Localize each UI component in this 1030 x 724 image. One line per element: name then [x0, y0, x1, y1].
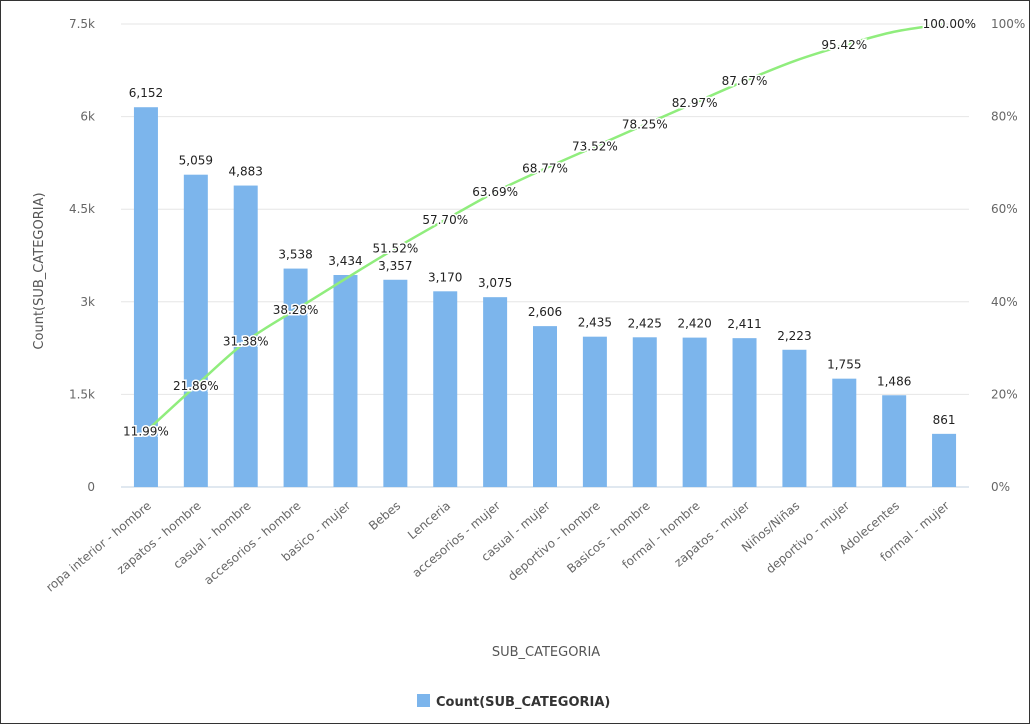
cumulative-value-label: 82.97%: [672, 96, 718, 110]
category-label: accesorios - mujer: [410, 499, 504, 581]
cumulative-value-label: 31.38%: [223, 335, 269, 349]
bar-value-label: 1,486: [877, 374, 911, 388]
y-tick-label: 4.5k: [69, 202, 95, 216]
y2-tick-label: 60%: [991, 202, 1018, 216]
y2-tick-label: 80%: [991, 110, 1018, 124]
cumulative-line: [145, 22, 945, 433]
cumulative-value-label: 11.99%: [123, 424, 169, 438]
bar: [882, 395, 907, 487]
cumulative-value-label: 38.28%: [273, 303, 319, 317]
legend[interactable]: Count(SUB_CATEGORIA): [417, 694, 610, 710]
category-label: accesorios - hombre: [201, 499, 303, 588]
legend-label: Count(SUB_CATEGORIA): [436, 695, 610, 710]
bars: [133, 107, 957, 488]
cumulative-value-label: 95.42%: [821, 38, 867, 52]
bar-value-label: 2,435: [578, 316, 612, 330]
cumulative-value-label: 21.86%: [173, 379, 219, 393]
bar-value-label: 3,434: [328, 254, 362, 268]
bar: [283, 268, 308, 487]
category-label: Basicos - hombre: [564, 499, 652, 576]
bar-value-label: 3,538: [278, 248, 312, 262]
cumulative-value-label: 68.77%: [522, 162, 568, 176]
bar-value-label: 6,152: [129, 86, 163, 100]
category-label: deportivo - hombre: [505, 499, 603, 584]
bar-value-label: 2,411: [727, 317, 761, 331]
bar: [533, 326, 557, 487]
y-tick-label: 0: [87, 480, 95, 494]
cumulative-value-label: 63.69%: [472, 185, 518, 199]
bar: [483, 297, 508, 487]
y-tick-label: 6k: [80, 110, 95, 124]
y2-tick-label: 0%: [991, 480, 1010, 494]
legend-swatch: [417, 694, 430, 707]
bar: [832, 378, 857, 487]
bar: [932, 433, 957, 487]
bar: [582, 336, 607, 487]
bar: [732, 338, 757, 487]
left-axis-ticks: 0 1.5k 3k 4.5k 6k 7.5k: [69, 17, 95, 494]
bar: [233, 185, 258, 487]
y-tick-label: 7.5k: [69, 17, 95, 31]
y-tick-label: 1.5k: [69, 387, 95, 401]
cumulative-value-label: 51.52%: [372, 241, 418, 255]
category-label: Bebes: [366, 499, 403, 533]
cumulative-value-label: 100.00%: [923, 17, 976, 31]
bar-data-labels: 6,152 5,059 4,883 3,538 3,434 3,357 3,170 3,075…: [129, 86, 956, 427]
right-axis-ticks: 0% 20% 40% 60% 80% 100%: [991, 17, 1025, 494]
y2-tick-label: 100%: [991, 17, 1025, 31]
cumulative-value-label: 78.25%: [622, 118, 668, 132]
bar-value-label: 2,606: [528, 305, 562, 319]
y-tick-label: 3k: [80, 295, 95, 309]
bar-value-label: 4,883: [229, 165, 263, 179]
bar-value-label: 3,357: [378, 259, 412, 273]
category-label: deportivo - mujer: [763, 499, 852, 577]
bar-value-label: 1,755: [827, 358, 861, 372]
bar: [632, 337, 657, 487]
cumulative-value-label: 57.70%: [422, 213, 468, 227]
category-label: Lenceria: [405, 499, 453, 543]
cumulative-value-label: 73.52%: [572, 140, 618, 154]
bar-value-label: 861: [933, 413, 956, 427]
bar: [383, 279, 408, 487]
bar: [333, 275, 358, 487]
cumulative-labels: 11.99% 21.86% 31.38% 38.28% 51.52% 57.70% 63.6…: [122, 16, 978, 440]
y2-tick-label: 40%: [991, 295, 1018, 309]
bar-value-label: 5,059: [179, 154, 213, 168]
x-axis-title: SUB_CATEGORIA: [492, 645, 600, 660]
bar-value-label: 2,420: [677, 317, 711, 331]
bar-value-label: 2,223: [777, 329, 811, 343]
gridlines: [121, 23, 969, 488]
bar: [782, 349, 807, 487]
y-axis-title: Count(SUB_CATEGORIA): [32, 192, 47, 349]
cumulative-line-path: [145, 22, 945, 433]
bar-value-label: 2,425: [628, 316, 662, 330]
cumulative-value-label: 87.67%: [722, 74, 768, 88]
bar: [433, 291, 458, 487]
bar: [183, 174, 208, 487]
y2-tick-label: 20%: [991, 387, 1018, 401]
bar-value-label: 3,170: [428, 270, 462, 284]
bar: [682, 337, 707, 487]
category-label: zapatos - hombre: [114, 499, 204, 577]
bar-value-label: 3,075: [478, 276, 512, 290]
